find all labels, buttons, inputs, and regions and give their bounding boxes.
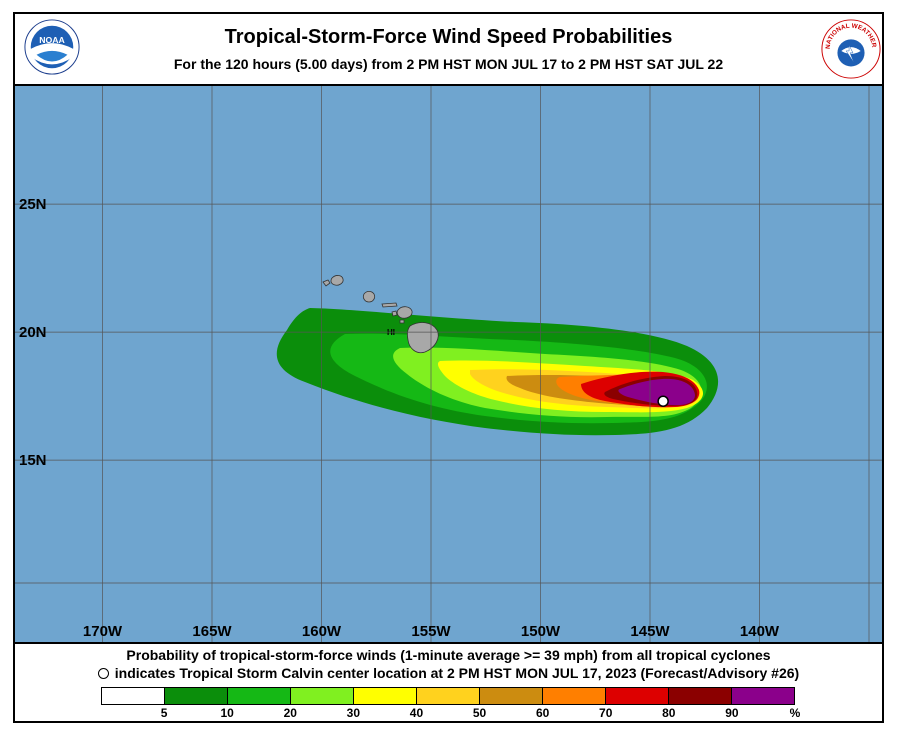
hawaiian-islands: [322, 275, 439, 354]
legend-swatch: [164, 688, 227, 704]
legend-swatch: [416, 688, 479, 704]
island-oahu: [362, 290, 376, 303]
probability-swath: [276, 308, 719, 436]
legend-label: 40: [409, 706, 424, 720]
legend-label: 90: [725, 706, 739, 720]
storm-center-marker[interactable]: [657, 395, 669, 407]
island-molokai: [381, 302, 398, 308]
island-niihau: [322, 279, 331, 287]
probability-map: HI 170W 165W 160W 155W 150W 145W 140W 25N 20N 15N: [15, 86, 882, 642]
longitude-label: 155W: [411, 623, 451, 640]
legend-swatch: [479, 688, 542, 704]
graticule: 170W 165W 160W 155W 150W 145W 140W 25N 20N 15N: [15, 86, 882, 642]
latitude-label: 25N: [19, 196, 47, 213]
island-kauai: [330, 275, 344, 286]
legend-label: 20: [283, 706, 297, 720]
longitude-label: 160W: [302, 623, 342, 640]
longitude-label: 165W: [192, 623, 232, 640]
page-title: Tropical-Storm-Force Wind Speed Probabil…: [224, 26, 673, 48]
legend-swatch: [290, 688, 353, 704]
legend-labels: 5 10 20 30 40 50 60 70 80 90%: [101, 706, 801, 720]
header: NOAA Tropical-Storm-Force Wind Speed Pro…: [15, 14, 882, 84]
caption-line-2-wrapper: indicates Tropical Storm Calvin center l…: [15, 665, 882, 681]
legend-swatch: [731, 688, 794, 704]
noaa-logo-icon: NOAA: [24, 19, 80, 75]
legend-label: 70: [599, 706, 613, 720]
footer: Probability of tropical-storm-force wind…: [15, 644, 882, 721]
noaa-logo-text: NOAA: [39, 35, 65, 45]
caption-line-1: Probability of tropical-storm-force wind…: [126, 647, 771, 663]
longitude-label: 170W: [83, 623, 123, 640]
longitude-label: 150W: [521, 623, 561, 640]
legend-swatch: [605, 688, 668, 704]
longitude-label: 145W: [630, 623, 670, 640]
legend-swatch: [227, 688, 290, 704]
graphic-frame: NOAA Tropical-Storm-Force Wind Speed Pro…: [13, 12, 884, 723]
legend-label: 60: [535, 706, 550, 720]
page-subtitle: For the 120 hours (5.00 days) from 2 PM …: [173, 56, 724, 72]
legend-label: 10: [220, 706, 234, 720]
swath-90-100: [618, 378, 695, 406]
legend-label: 30: [346, 706, 361, 720]
caption-line-2: indicates Tropical Storm Calvin center l…: [114, 665, 800, 681]
latitude-label: 15N: [19, 452, 47, 469]
legend-label: 50: [472, 706, 487, 720]
legend-swatch: [102, 688, 164, 704]
legend-label: 80: [662, 706, 676, 720]
map-panel: HI 170W 165W 160W 155W 150W 145W 140W 25N 20N 15N: [15, 84, 882, 644]
legend-label: 5: [160, 706, 168, 720]
region-label-hi: HI: [387, 328, 395, 337]
legend-swatch: [353, 688, 416, 704]
latitude-label: 20N: [19, 324, 47, 341]
island-maui: [396, 306, 413, 319]
longitude-label: 140W: [740, 623, 780, 640]
legend-label: %: [789, 706, 801, 720]
legend-color-bar: [101, 687, 795, 705]
legend-swatch: [542, 688, 605, 704]
nws-logo-icon: NATIONAL WEATHER SERVICE: [820, 18, 881, 79]
island-kahoolawe: [399, 319, 405, 324]
island-lanai: [391, 310, 398, 317]
storm-marker-key-icon: [97, 667, 109, 679]
legend-swatch: [668, 688, 731, 704]
